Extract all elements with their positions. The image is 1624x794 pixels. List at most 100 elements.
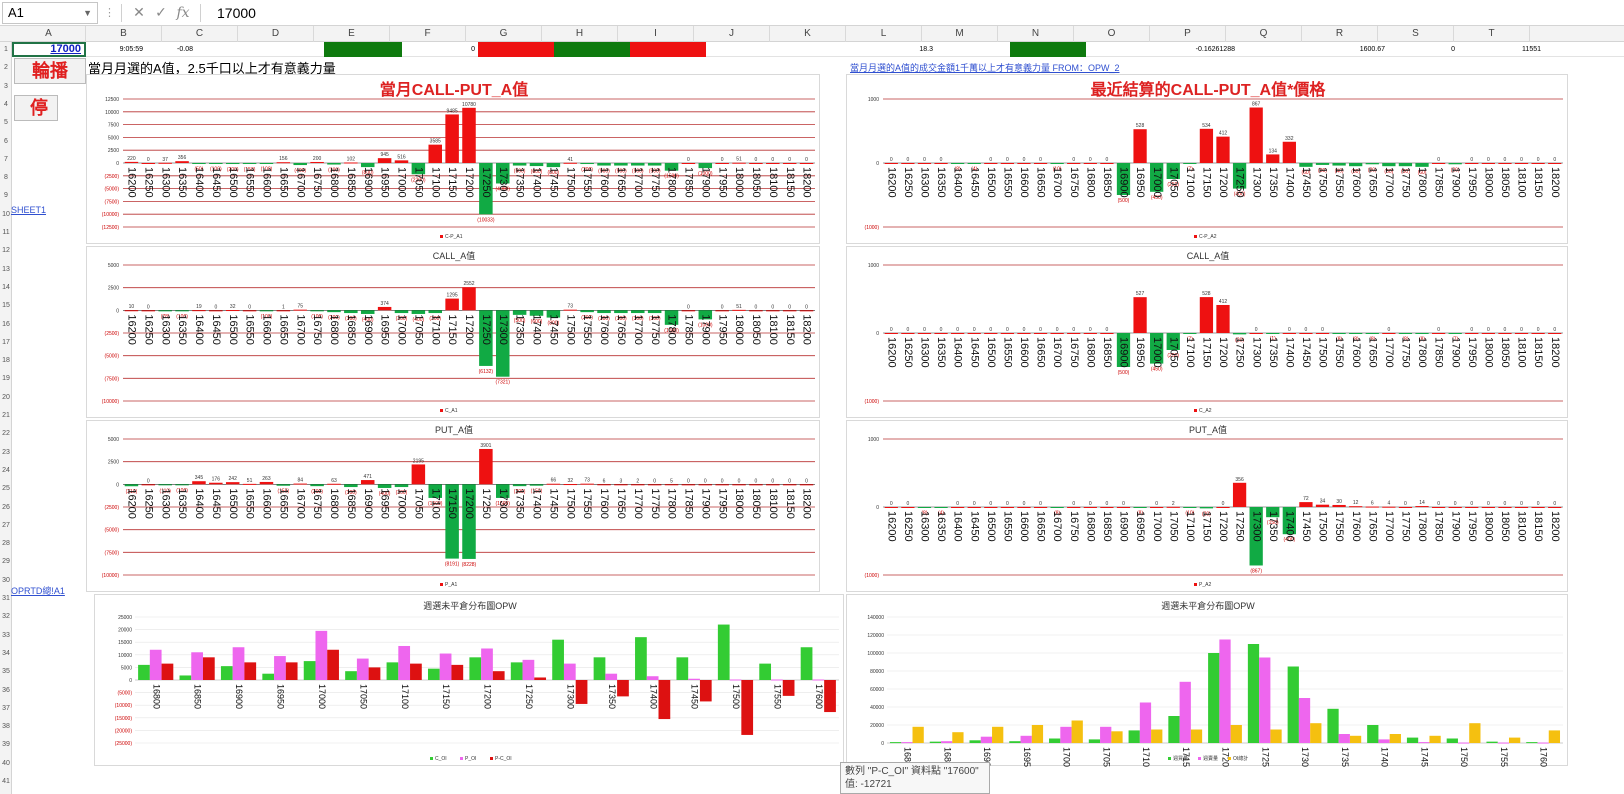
row-header-3[interactable]: 3 <box>4 82 8 90</box>
row-header-13[interactable]: 13 <box>2 265 10 273</box>
column-header-k[interactable]: K <box>770 26 846 42</box>
row-header-38[interactable]: 38 <box>2 723 10 731</box>
row-header-29[interactable]: 29 <box>2 558 10 566</box>
row-header-24[interactable]: 24 <box>2 466 10 474</box>
row-header-5[interactable]: 5 <box>4 119 8 127</box>
row-header-37[interactable]: 37 <box>2 704 10 712</box>
cell-t1[interactable]: 11551 <box>1522 46 1541 53</box>
cell-l1[interactable]: 18.3 <box>919 46 933 53</box>
row-header-8[interactable]: 8 <box>4 174 8 182</box>
row-header-6[interactable]: 6 <box>4 137 8 145</box>
chart-put-a2[interactable]: PUT_A值 1000 0 (1000) 0 16200 0 16250 (8) 16300 (4)… <box>846 420 1568 592</box>
row-header-27[interactable]: 27 <box>2 521 10 529</box>
row-header-22[interactable]: 22 <box>2 430 10 438</box>
oprtd-link[interactable]: OPRTD總!A1 <box>11 586 65 596</box>
row-header-18[interactable]: 18 <box>2 357 10 365</box>
cell-a1[interactable]: 17000 <box>12 42 86 57</box>
chart-weekly-volume[interactable]: 週選未平倉分布圖OPW 140000 120000 100000 80000 60000 4… <box>846 594 1568 772</box>
row-header-17[interactable]: 17 <box>2 338 10 346</box>
note-right-link[interactable]: 當月月選的A值的成交金額1千萬以上才有意義力量 FROM：OPW_2 <box>850 63 1120 73</box>
row-header-28[interactable]: 28 <box>2 540 10 548</box>
row-header-20[interactable]: 20 <box>2 393 10 401</box>
column-header-d[interactable]: D <box>238 26 314 42</box>
row-header-4[interactable]: 4 <box>4 100 8 108</box>
cell-g1[interactable] <box>478 42 554 57</box>
row-header-1[interactable]: 1 <box>4 46 8 53</box>
cell-b1-time[interactable]: 9:05:59 <box>119 46 143 53</box>
cell-c1[interactable]: -0.08 <box>177 46 193 53</box>
cell-p1[interactable]: -0.16261288 <box>1195 46 1235 53</box>
column-header-o[interactable]: O <box>1074 26 1150 42</box>
column-header-i[interactable]: I <box>618 26 694 42</box>
row-header-30[interactable]: 30 <box>2 576 10 584</box>
cell-f1[interactable]: 0 <box>471 46 475 53</box>
row-header-25[interactable]: 25 <box>2 485 10 493</box>
row-header-19[interactable]: 19 <box>2 375 10 383</box>
x-tick-label: 17000 <box>396 488 408 519</box>
cell-s1[interactable]: 0 <box>1451 46 1455 53</box>
cell-r1[interactable]: 1600.67 <box>1359 46 1385 53</box>
chart-call-a1[interactable]: CALL_A值 5000 2500 0 (2500) (5000) (7500) (10000… <box>86 246 820 418</box>
column-header-t[interactable]: T <box>1454 26 1530 42</box>
chart-call-put-a2[interactable]: 最近結算的CALL-PUT_A值*價格 1000 0 (1000) 0 16200 0 162… <box>846 74 1568 244</box>
column-header-q[interactable]: Q <box>1226 26 1302 42</box>
cell-n1[interactable] <box>1010 42 1086 57</box>
row-header-33[interactable]: 33 <box>2 631 10 639</box>
cell-e1[interactable] <box>324 42 402 57</box>
column-header-n[interactable]: N <box>998 26 1074 42</box>
cell-h1[interactable] <box>554 42 630 57</box>
row-header-15[interactable]: 15 <box>2 302 10 310</box>
row-header-2[interactable]: 2 <box>4 64 8 72</box>
formula-input[interactable]: 17000 <box>217 4 256 21</box>
row-header-40[interactable]: 40 <box>2 759 10 767</box>
stop-button[interactable]: 停止 <box>14 95 58 121</box>
row-header-7[interactable]: 7 <box>4 155 8 163</box>
bar <box>124 310 139 312</box>
chart-call-put-a1[interactable]: 當月CALL-PUT_A值 12500 10000 7500 5000 2500 0 (250… <box>86 74 820 244</box>
cell-i1[interactable] <box>630 42 706 57</box>
row-header-21[interactable]: 21 <box>2 412 10 419</box>
column-header-a[interactable]: A <box>12 26 86 42</box>
row-header-9[interactable]: 9 <box>4 192 8 200</box>
column-header-c[interactable]: C <box>162 26 238 42</box>
column-header-h[interactable]: H <box>542 26 618 42</box>
chart-put-a1[interactable]: PUT_A值 5000 2500 0 (2500) (5000) (7500) (10000)… <box>86 420 820 592</box>
column-header-s[interactable]: S <box>1378 26 1454 42</box>
row-header-36[interactable]: 36 <box>2 686 10 694</box>
row-header-11[interactable]: 11 <box>2 229 10 236</box>
row-header-16[interactable]: 16 <box>2 320 10 328</box>
row-header-26[interactable]: 26 <box>2 503 10 511</box>
row-header-10[interactable]: 10 <box>2 210 10 218</box>
row-header-31[interactable]: 31 <box>2 595 10 602</box>
row-header-23[interactable]: 23 <box>2 448 10 456</box>
column-header-r[interactable]: R <box>1302 26 1378 42</box>
row-header-34[interactable]: 34 <box>2 649 10 657</box>
column-header-f[interactable]: F <box>390 26 466 42</box>
chevron-down-icon[interactable]: ▼ <box>83 7 92 18</box>
row-header-14[interactable]: 14 <box>2 283 10 291</box>
column-header-j[interactable]: J <box>694 26 770 42</box>
insert-function-icon[interactable]: fx <box>176 4 190 21</box>
sheet1-link[interactable]: SHEET1 <box>11 205 47 215</box>
cancel-icon[interactable]: ✕ <box>133 4 145 20</box>
row-header-32[interactable]: 32 <box>2 613 10 621</box>
y-tick-label: 10000 <box>118 653 132 659</box>
chart-call-a2[interactable]: CALL_A值 1000 0 (1000) 0 16200 0 16250 0 16300 0 163… <box>846 246 1568 418</box>
rotate-button[interactable]: 輪播 <box>14 58 86 84</box>
column-header-g[interactable]: G <box>466 26 542 42</box>
x-tick-label: 16750 <box>1068 511 1080 542</box>
column-header-p[interactable]: P <box>1150 26 1226 42</box>
row-header-41[interactable]: 41 <box>2 778 10 785</box>
row-header-12[interactable]: 12 <box>2 247 10 255</box>
column-header-l[interactable]: L <box>846 26 922 42</box>
column-header-m[interactable]: M <box>922 26 998 42</box>
chart-weekly-oi[interactable]: 週選未平倉分布圖OPW 25000 20000 15000 10000 5000 0 (500… <box>94 594 844 766</box>
confirm-icon[interactable]: ✓ <box>155 4 167 20</box>
more-options-icon[interactable]: ⋮ <box>104 7 115 19</box>
column-header-e[interactable]: E <box>314 26 390 42</box>
x-tick-label: 16300 <box>919 511 931 542</box>
row-header-35[interactable]: 35 <box>2 668 10 676</box>
column-header-b[interactable]: B <box>86 26 162 42</box>
row-header-39[interactable]: 39 <box>2 741 10 749</box>
name-box[interactable]: A1 ▼ <box>2 1 98 24</box>
